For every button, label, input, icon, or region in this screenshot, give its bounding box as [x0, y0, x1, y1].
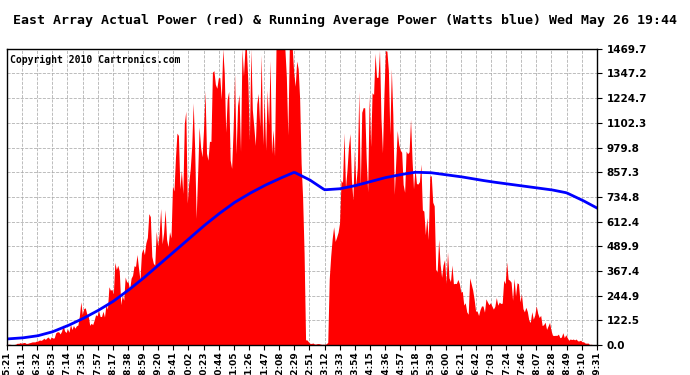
Text: Copyright 2010 Cartronics.com: Copyright 2010 Cartronics.com — [10, 55, 180, 65]
Text: East Array Actual Power (red) & Running Average Power (Watts blue) Wed May 26 19: East Array Actual Power (red) & Running … — [13, 14, 677, 27]
